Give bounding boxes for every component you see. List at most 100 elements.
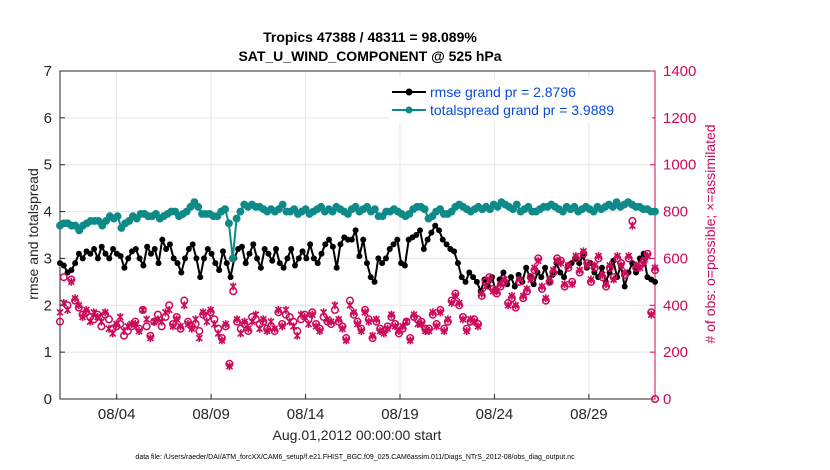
y2-tick-label: 400 [663, 297, 688, 314]
legend: rmse grand pr = 2.8796 totalspread grand… [390, 78, 652, 122]
legend-spread-label: totalspread grand pr = 3.9889 [430, 102, 614, 118]
data-point [201, 255, 208, 262]
data-point [459, 315, 467, 324]
data-point [322, 241, 329, 248]
data-point [225, 362, 234, 371]
x-tick-label: 08/19 [381, 406, 419, 423]
data-point [417, 320, 426, 329]
data-point [238, 243, 245, 250]
data-point [436, 308, 444, 317]
data-point [98, 243, 105, 250]
data-point [185, 246, 192, 253]
chart-title: Tropics 47388 / 48311 = 98.089% [263, 29, 477, 45]
data-point [278, 200, 287, 209]
data-point [60, 262, 67, 269]
data-point [478, 289, 486, 298]
data-point [515, 275, 523, 284]
data-point [568, 280, 576, 289]
data-point [223, 260, 230, 267]
data-point [56, 308, 64, 317]
data-point [265, 250, 272, 257]
data-point [113, 212, 122, 221]
data-point [150, 317, 158, 326]
data-point [218, 336, 226, 345]
data-point [367, 274, 374, 281]
data-point [273, 246, 280, 253]
y2-tick-label: 200 [663, 344, 688, 361]
data-point [144, 243, 151, 250]
data-point [320, 308, 328, 317]
data-point [228, 254, 237, 263]
data-point [151, 246, 158, 253]
data-point [174, 260, 181, 267]
data-point [280, 264, 287, 271]
data-point [621, 283, 628, 290]
data-point [135, 327, 143, 336]
data-point [433, 322, 441, 331]
data-point [60, 298, 68, 307]
data-point [121, 264, 128, 271]
data-point [146, 334, 154, 343]
data-point [382, 255, 389, 262]
x-tick-label: 08/29 [570, 406, 608, 423]
legend-box [390, 78, 652, 122]
data-point [443, 241, 450, 248]
data-point [564, 261, 572, 270]
y-axis-label: rmse and totalspread [25, 168, 41, 300]
data-point [310, 255, 317, 262]
data-point [131, 320, 139, 329]
data-point [454, 260, 461, 267]
data-point [361, 308, 369, 317]
data-point [519, 291, 527, 300]
y2-tick-label: 1200 [663, 110, 696, 127]
y-axis-left: 0 1 2 3 4 5 6 7 [44, 63, 65, 408]
data-point [561, 274, 568, 281]
data-point [651, 263, 659, 272]
data-point [173, 315, 181, 324]
data-point [372, 315, 380, 324]
data-point [602, 280, 610, 289]
data-point [410, 310, 418, 319]
data-point [451, 291, 459, 300]
data-point [261, 246, 268, 253]
data-point [246, 250, 253, 257]
data-point [342, 336, 350, 345]
data-point [401, 262, 408, 269]
data-point [139, 305, 147, 314]
data-point [282, 305, 290, 314]
data-point [406, 336, 414, 345]
data-point [188, 324, 196, 333]
y-tick-label: 0 [44, 391, 52, 408]
data-point [384, 324, 392, 333]
data-point [291, 262, 298, 269]
data-point [542, 264, 549, 271]
data-point [617, 261, 625, 270]
data-point [180, 301, 188, 310]
data-point [284, 255, 291, 262]
data-point [331, 301, 339, 310]
data-point [337, 241, 344, 248]
data-point [561, 280, 569, 289]
data-point [466, 315, 475, 324]
data-point [216, 267, 223, 274]
data-point [142, 322, 151, 331]
data-point [371, 278, 378, 285]
data-point [652, 278, 658, 285]
data-point [276, 260, 283, 267]
y-tick-label: 7 [44, 63, 52, 80]
data-point [117, 253, 124, 260]
data-point [530, 263, 539, 272]
y2-tick-label: 1400 [663, 63, 696, 80]
data-point [474, 322, 482, 331]
data-point [274, 305, 282, 314]
data-point [375, 255, 382, 262]
x-axis-label: Aug.01,2012 00:00:00 start [273, 427, 442, 443]
data-point [504, 301, 512, 310]
data-point [288, 246, 295, 253]
data-point [182, 255, 189, 262]
data-point [428, 229, 435, 236]
data-point [165, 305, 173, 314]
data-point [542, 294, 550, 303]
data-point [424, 236, 431, 243]
data-point [299, 248, 306, 255]
